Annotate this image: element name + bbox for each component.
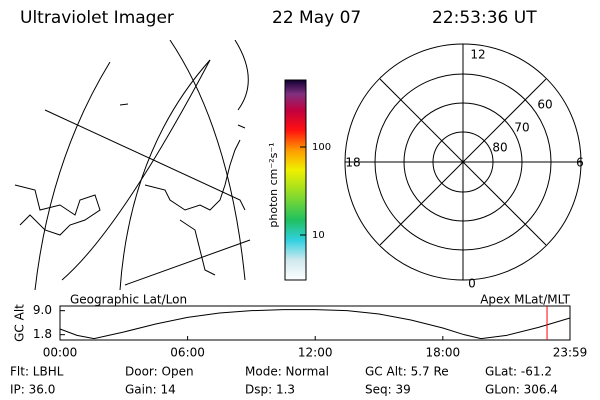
mlt-label: 6 — [576, 156, 584, 170]
x-tick-label: 12:00 — [298, 346, 333, 360]
footer-field: Door: Open — [125, 365, 194, 379]
polar-label: Apex MLat/MLT — [480, 293, 570, 307]
lat-label: 60 — [537, 98, 552, 112]
y-tick-label: 1.8 — [33, 327, 52, 341]
footer-field: IP: 36.0 — [10, 383, 55, 397]
x-tick-label: 23:59 — [553, 346, 588, 360]
altitude-line — [59, 309, 571, 340]
x-tick-label: 06:00 — [170, 346, 205, 360]
x-tick-label: 00:00 — [43, 346, 78, 360]
y-axis-label: GC Alt — [13, 304, 27, 342]
title: Ultraviolet Imager — [20, 8, 174, 28]
footer-field: Seq: 39 — [365, 383, 411, 397]
footer-field: Dsp: 1.3 — [245, 383, 295, 397]
polar-grid — [344, 43, 582, 281]
mlt-label: 0 — [468, 277, 476, 291]
mlt-label: 18 — [345, 156, 360, 170]
footer-field: Flt: LBHL — [10, 365, 64, 379]
alt-plot-frame — [59, 305, 571, 341]
footer-field: GLat: -61.2 — [485, 365, 552, 379]
lat-label: 80 — [492, 141, 507, 155]
x-tick-label: 18:00 — [426, 346, 461, 360]
footer-field: Mode: Normal — [245, 365, 329, 379]
colorbar-label: photon cm⁻²s⁻¹ — [267, 142, 280, 227]
y-tick-label: 9.0 — [33, 303, 52, 317]
footer-field: Gain: 14 — [125, 383, 176, 397]
map — [14, 40, 251, 290]
colorbar-tick: 100 — [312, 142, 331, 153]
footer-field: GLon: 306.4 — [485, 383, 558, 397]
mlt-label: 12 — [470, 48, 485, 62]
colorbar-tick: 10 — [312, 230, 325, 241]
footer-field: GC Alt: 5.7 Re — [365, 365, 449, 379]
colorbar — [284, 79, 307, 281]
map-label: Geographic Lat/Lon — [70, 293, 187, 307]
date: 22 May 07 — [272, 8, 361, 28]
time: 22:53:36 UT — [432, 8, 537, 28]
lat-label: 70 — [514, 121, 529, 135]
